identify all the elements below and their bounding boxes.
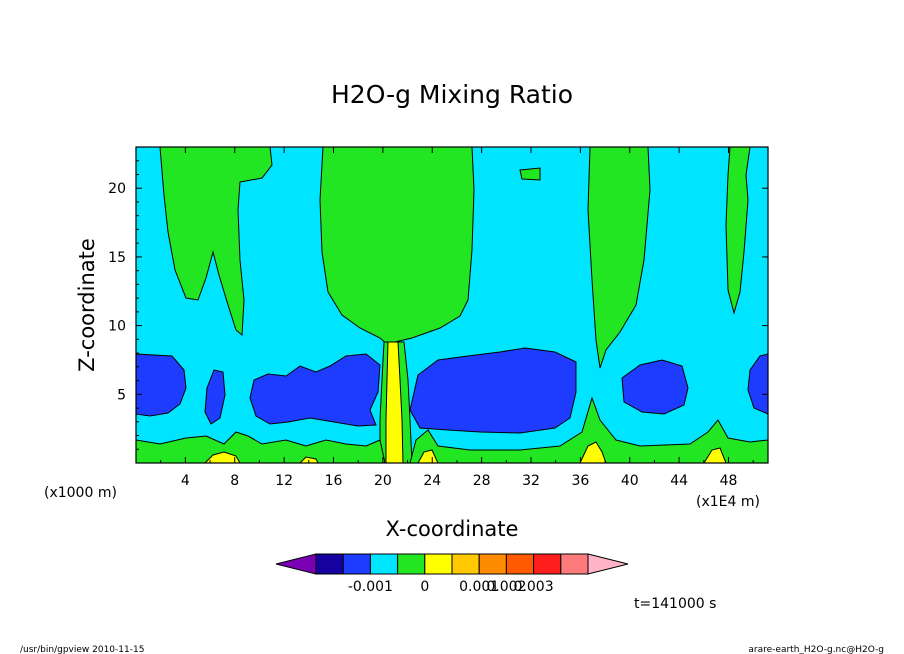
x-unit-left: (x1000 m) [44, 485, 117, 501]
x-tick-label: 44 [670, 473, 688, 489]
region-green-plume-right [587, 147, 651, 369]
region-blue-small [204, 369, 226, 425]
x-tick-label: 20 [374, 473, 392, 489]
x-tick-label: 12 [275, 473, 293, 489]
region-blue-right [621, 359, 689, 415]
colorbar-segment [560, 553, 589, 575]
region-yellow-column [385, 341, 404, 463]
region-green-plume-far-right [725, 147, 751, 315]
x-tick-label: 48 [720, 473, 738, 489]
y-tick-label: 10 [108, 319, 126, 335]
region-yellow-spot-4 [579, 441, 607, 463]
x-tick-label: 4 [181, 473, 190, 489]
y-tick-label: 5 [117, 387, 126, 403]
region-green-plume-center [319, 147, 475, 346]
y-axis-label: Z-coordinate [75, 238, 99, 372]
contour-field [136, 147, 768, 463]
footer-left: /usr/bin/gpview 2010-11-15 [20, 645, 144, 654]
time-label: t=141000 s [634, 596, 716, 612]
colorbar-tick-label: 0.002 [486, 579, 526, 595]
x-tick-label: 40 [621, 473, 639, 489]
x-ticks: 4 8 12 16 20 24 28 32 36 40 44 48 [160, 147, 754, 489]
colorbar-segment [397, 553, 426, 575]
colorbar-segment [533, 553, 562, 575]
colorbar-segment [424, 553, 453, 575]
region-green-surface [136, 396, 768, 463]
colorbar-tick-label: 0.003 [514, 579, 554, 595]
colorbar-segment [478, 553, 507, 575]
region-green-plume-left [159, 147, 273, 337]
region-yellow-spot-1 [204, 451, 241, 463]
y-tick-label: 20 [108, 181, 126, 197]
x-axis-label: X-coordinate [386, 517, 519, 541]
colorbar-arrow-low [275, 553, 317, 575]
region-yellow-spot-3 [417, 449, 439, 463]
colorbar-tick-label: -0.001 [348, 579, 393, 595]
x-tick-label: 36 [571, 473, 589, 489]
colorbar-tick-label: 0.001 [459, 579, 499, 595]
chart-title: H2O-g Mixing Ratio [331, 80, 573, 109]
colorbar-segment [315, 553, 344, 575]
x-tick-label: 28 [473, 473, 491, 489]
colorbar-segment [505, 553, 535, 575]
colorbar-tick-label: 0 [420, 579, 429, 595]
x-tick-label: 24 [423, 473, 441, 489]
region-blue-left-center [249, 353, 381, 427]
y-tick-label: 15 [108, 250, 126, 266]
colorbar-segment [369, 553, 399, 575]
colorbar-arrow-high [587, 553, 629, 575]
x-tick-label: 16 [325, 473, 343, 489]
region-blue-left [136, 353, 187, 417]
plot-frame [135, 146, 769, 464]
colorbar-segment [451, 553, 480, 575]
x-tick-label: 8 [230, 473, 239, 489]
colorbar-segment [342, 553, 371, 575]
region-green-spot [519, 167, 541, 181]
x-tick-label: 32 [522, 473, 540, 489]
region-blue-right-center [409, 347, 577, 434]
y-ticks: 5 10 15 20 [108, 160, 768, 450]
region-yellow-spot-5 [703, 447, 727, 463]
footer-right: arare-earth_H2O-g.nc@H2O-g [748, 645, 884, 654]
region-blue-far-right [747, 353, 768, 415]
x-unit-right: (x1E4 m) [696, 494, 760, 510]
colorbar [275, 553, 629, 575]
